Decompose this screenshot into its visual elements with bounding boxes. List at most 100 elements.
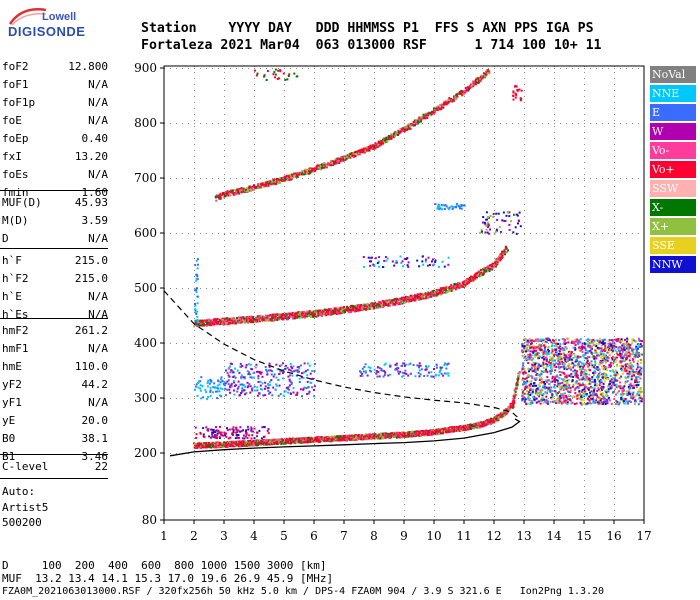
grid-dot xyxy=(224,348,225,349)
grid-dot xyxy=(554,132,555,133)
grid-dot xyxy=(254,414,255,415)
grid-dot xyxy=(194,114,195,115)
grid-dot xyxy=(614,228,615,229)
grid-dot xyxy=(344,240,345,241)
grid-dot xyxy=(494,504,495,505)
grid-dot xyxy=(272,288,273,289)
echo-point xyxy=(308,437,311,440)
echo-point xyxy=(411,432,414,435)
grid-dot xyxy=(554,246,555,247)
grid-dot xyxy=(614,468,615,469)
grid-dot xyxy=(254,252,255,253)
grid-dot xyxy=(254,453,255,454)
grid-dot xyxy=(494,156,495,157)
grid-dot xyxy=(362,453,363,454)
grid-dot xyxy=(194,453,195,454)
grid-dot xyxy=(344,210,345,211)
grid-dot xyxy=(284,156,285,157)
grid-dot xyxy=(434,252,435,253)
grid-dot xyxy=(494,192,495,193)
grid-dot xyxy=(500,288,501,289)
grid-dot xyxy=(314,318,315,319)
grid-dot xyxy=(464,354,465,355)
grid-dot xyxy=(494,123,495,124)
grid-dot xyxy=(194,132,195,133)
grid-dot xyxy=(428,68,429,69)
grid-dot xyxy=(314,288,315,289)
grid-dot xyxy=(434,72,435,73)
grid-dot xyxy=(314,408,315,409)
grid-dot xyxy=(524,192,525,193)
grid-dot xyxy=(452,343,453,344)
grid-dot xyxy=(434,90,435,91)
grid-dot xyxy=(476,233,477,234)
grid-dot xyxy=(524,228,525,229)
grid-dot xyxy=(356,178,357,179)
grid-dot xyxy=(614,474,615,475)
param-label: foF2 xyxy=(2,60,29,73)
echo-point xyxy=(335,436,338,439)
grid-dot xyxy=(224,510,225,511)
grid-dot xyxy=(464,462,465,463)
separator xyxy=(0,478,108,479)
grid-dot xyxy=(596,123,597,124)
grid-dot xyxy=(464,468,465,469)
grid-dot xyxy=(542,343,543,344)
echo-point xyxy=(415,433,418,436)
grid-dot xyxy=(224,306,225,307)
grid-dot xyxy=(584,216,585,217)
grid-dot xyxy=(434,162,435,163)
grid-dot xyxy=(524,492,525,493)
grid-dot xyxy=(176,453,177,454)
grid-dot xyxy=(524,288,525,289)
grid-dot xyxy=(524,108,525,109)
grid-dot xyxy=(584,480,585,481)
param-label: foEs xyxy=(2,168,29,181)
grid-dot xyxy=(434,474,435,475)
grid-dot xyxy=(446,343,447,344)
grid-dot xyxy=(614,150,615,151)
grid-dot xyxy=(404,204,405,205)
grid-dot xyxy=(434,234,435,235)
grid-dot xyxy=(584,138,585,139)
echo-point xyxy=(234,442,237,445)
grid-dot xyxy=(590,123,591,124)
grid-dot xyxy=(530,233,531,234)
grid-dot xyxy=(254,354,255,355)
grid-dot xyxy=(494,336,495,337)
grid-dot xyxy=(284,312,285,313)
grid-dot xyxy=(284,348,285,349)
echo-point xyxy=(260,443,263,446)
grid-dot xyxy=(548,453,549,454)
param-row: h`F 215.0 xyxy=(2,254,108,272)
grid-dot xyxy=(566,123,567,124)
grid-dot xyxy=(254,492,255,493)
echo-point xyxy=(400,431,403,434)
grid-dot xyxy=(524,486,525,487)
grid-dot xyxy=(194,144,195,145)
grid-dot xyxy=(314,102,315,103)
echo-point xyxy=(422,430,425,433)
grid-dot xyxy=(494,366,495,367)
grid-dot xyxy=(434,126,435,127)
grid-dot xyxy=(494,398,495,399)
grid-dot xyxy=(494,396,495,397)
echo-point xyxy=(353,436,356,439)
grid-dot xyxy=(242,288,243,289)
grid-dot xyxy=(638,178,639,179)
grid-dot xyxy=(194,408,195,409)
grid-dot xyxy=(284,354,285,355)
grid-dot xyxy=(344,498,345,499)
grid-dot xyxy=(584,402,585,403)
grid-dot xyxy=(344,246,345,247)
grid-dot xyxy=(314,474,315,475)
grid-dot xyxy=(404,420,405,421)
grid-dot xyxy=(314,480,315,481)
grid-dot xyxy=(224,300,225,301)
grid-dot xyxy=(494,252,495,253)
grid-dot xyxy=(638,123,639,124)
echo-point xyxy=(359,434,362,437)
grid-dot xyxy=(530,178,531,179)
grid-dot xyxy=(584,270,585,271)
grid-dot xyxy=(344,398,345,399)
